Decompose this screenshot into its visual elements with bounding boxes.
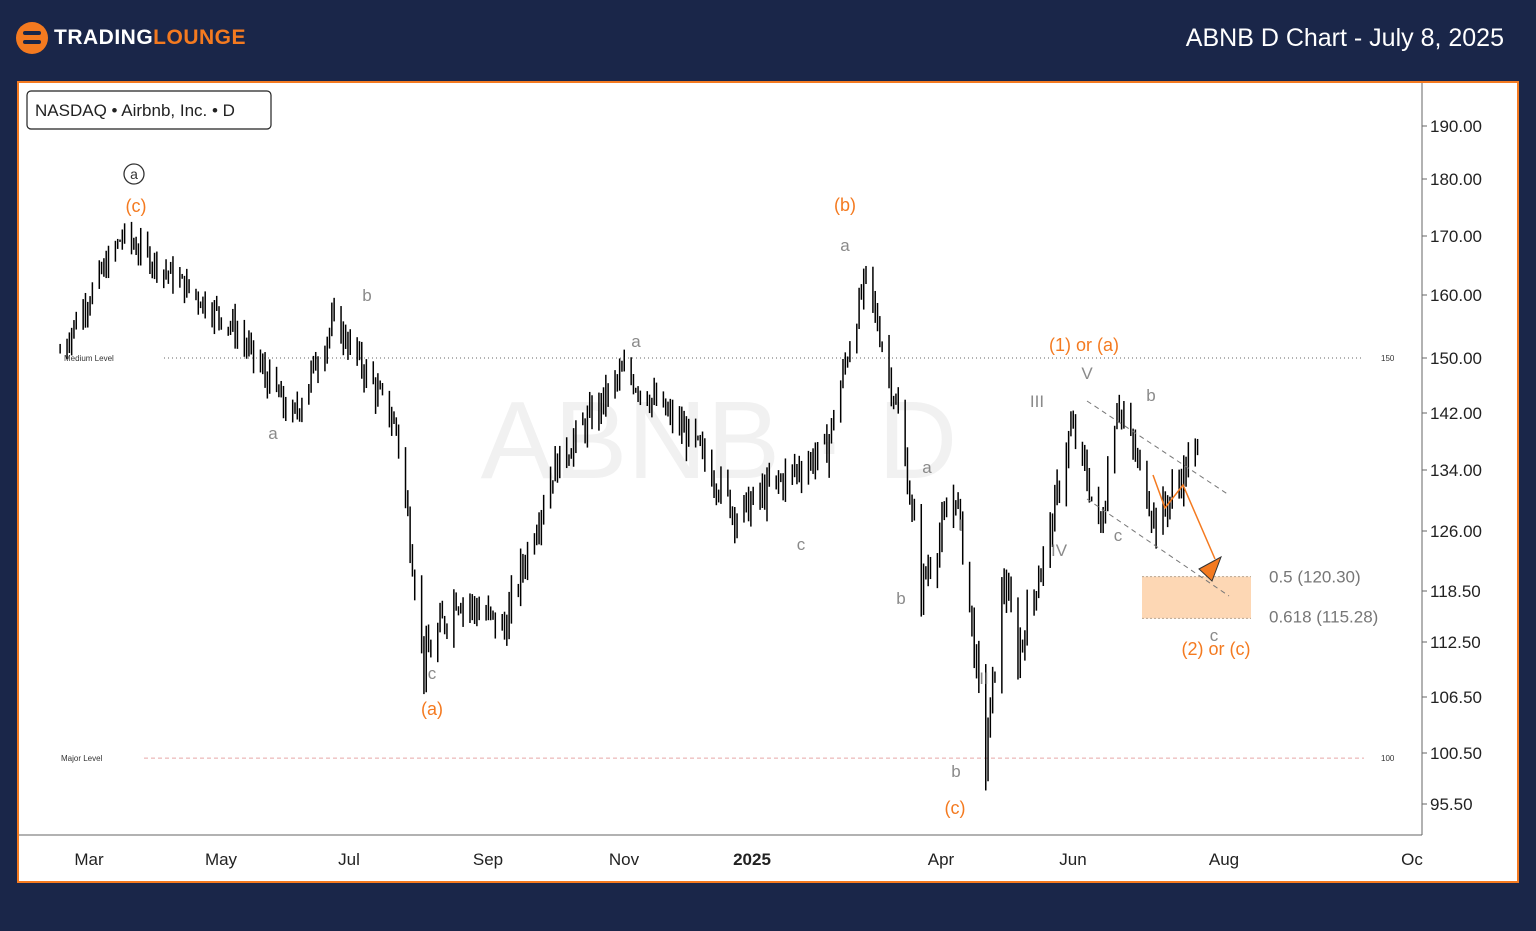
watermark-text: ABNB · D <box>481 379 958 502</box>
medium-level-label: Medium Level <box>64 354 114 363</box>
x-tick-label: Jul <box>338 850 360 869</box>
y-tick-label: 170.00 <box>1430 227 1482 246</box>
circled-wave-ring <box>123 163 145 185</box>
channel-lower-line <box>1086 498 1230 597</box>
y-tick-label: 118.50 <box>1430 582 1481 601</box>
wave-label-gray: c <box>428 664 437 683</box>
wave-label-gray: b <box>1146 386 1155 405</box>
header-bar: TRADINGLOUNGE ABNB D Chart - July 8, 202… <box>0 0 1536 80</box>
y-tick-label: 100.50 <box>1430 744 1482 763</box>
wave-label-gray: a <box>840 236 850 255</box>
wave-label-gray: b <box>951 762 960 781</box>
x-tick-label: Aug <box>1209 850 1239 869</box>
x-tick-label: Apr <box>928 850 955 869</box>
medium-level-value: 150 <box>1381 354 1395 363</box>
wave-label-gray: a <box>268 424 278 443</box>
symbol-box-frame <box>26 90 272 130</box>
y-tick-label: 142.00 <box>1430 404 1482 423</box>
chart-panel: ABNB · D Medium Level 150 Major Level 100 0… <box>17 81 1519 883</box>
tradinglounge-logo: TRADINGLOUNGE <box>16 22 246 54</box>
logo-text-lounge: LOUNGE <box>153 26 247 49</box>
wave-label-orange: (c) <box>126 196 147 216</box>
wave-label-orange: (b) <box>834 195 856 215</box>
wave-label-gray: III <box>1030 392 1044 411</box>
logo-mark-icon <box>16 22 48 54</box>
symbol-box: NASDAQ • Airbnb, Inc. • D <box>26 90 272 130</box>
wave-label-gray: c <box>1114 526 1123 545</box>
x-tick-label: Oc <box>1401 850 1423 869</box>
chart-title: ABNB D Chart - July 8, 2025 <box>1185 24 1504 52</box>
chart-svg: ABNB · D Medium Level 150 Major Level 100 0… <box>19 83 1482 869</box>
wave-label-gray: V <box>1081 364 1093 383</box>
x-tick-label: 2025 <box>733 850 771 869</box>
wave-label-orange: (1) or (a) <box>1049 335 1119 355</box>
wave-label-orange: (c) <box>945 798 966 818</box>
y-tick-label: 106.50 <box>1430 688 1482 707</box>
logo-text: TRADINGLOUNGE <box>54 26 246 50</box>
major-level-label: Major Level <box>61 754 103 763</box>
fib-0618-label: 0.618 (115.28) <box>1269 607 1378 626</box>
fib-050-label: 0.5 (120.30) <box>1269 568 1361 587</box>
logo-text-trading: TRADING <box>54 26 154 49</box>
wave-label-gray: a <box>922 458 932 477</box>
wave-label-orange: (2) or (c) <box>1182 639 1251 659</box>
symbol-box-text: NASDAQ • Airbnb, Inc. • D <box>35 101 235 120</box>
y-tick-label: 150.00 <box>1430 349 1482 368</box>
wave-label-gray: I <box>959 516 964 535</box>
channel-upper-line <box>1086 400 1230 496</box>
y-tick-label: 180.00 <box>1430 170 1482 189</box>
wave-label-gray: IV <box>1051 541 1068 560</box>
y-tick-label: 134.00 <box>1430 461 1482 480</box>
wave-label-gray: b <box>896 589 905 608</box>
major-level-value: 100 <box>1381 754 1395 763</box>
y-tick-label: 95.50 <box>1430 795 1473 814</box>
y-tick-label: 112.50 <box>1430 633 1481 652</box>
circled-wave-label: a <box>130 166 138 182</box>
projection-path <box>1152 474 1216 560</box>
x-tick-label: Jun <box>1059 850 1086 869</box>
y-tick-label: 126.00 <box>1430 522 1482 541</box>
wave-label-gray: c <box>797 535 806 554</box>
x-tick-label: Nov <box>609 850 640 869</box>
y-tick-label: 190.00 <box>1430 117 1482 136</box>
wave-label-gray: b <box>362 286 371 305</box>
wave-label-gray: II <box>979 669 988 688</box>
fib-retracement-zone <box>1142 576 1251 619</box>
y-tick-label: 160.00 <box>1430 286 1482 305</box>
x-tick-label: Mar <box>74 850 104 869</box>
x-tick-label: Sep <box>473 850 503 869</box>
wave-label-gray: a <box>631 332 641 351</box>
wave-label-gray: c <box>1210 626 1219 645</box>
projection-arrow-head <box>1198 555 1222 582</box>
x-tick-label: May <box>205 850 238 869</box>
wave-label-orange: (a) <box>421 699 443 719</box>
